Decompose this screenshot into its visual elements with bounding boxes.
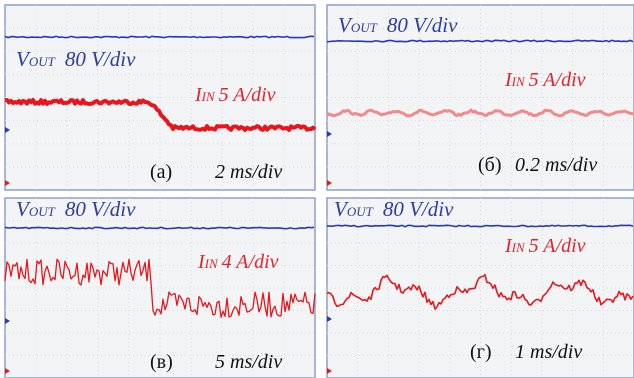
time-scale: 5 ms/div — [215, 351, 282, 373]
iin-subscript: IN — [204, 256, 219, 271]
vout-scale: 80 V/div — [65, 197, 136, 221]
iin-subscript: IN — [201, 89, 216, 104]
panel-label: (в) — [150, 351, 173, 373]
vout-subscript: OUT — [347, 204, 374, 219]
time-scale: 1 ms/div — [515, 341, 582, 363]
iin-subscript: IN — [511, 74, 526, 89]
panel-label: (а) — [150, 161, 172, 183]
iin-scale: 5 A/div — [529, 69, 586, 91]
iin-scale: 5 A/div — [529, 235, 586, 257]
iin-subscript: IN — [511, 240, 526, 255]
iin-scale: 5 A/div — [219, 84, 276, 106]
panel-label: (г) — [470, 341, 492, 363]
time-scale: 2 ms/div — [215, 161, 282, 183]
vout-scale: 80 V/div — [383, 197, 454, 221]
iin-scale: 4 A/div — [222, 251, 279, 273]
vout-subscript: OUT — [29, 54, 56, 69]
vout-subscript: OUT — [351, 20, 378, 35]
page: {"panels": [ {"label": "(а)", "time_scal… — [0, 0, 634, 378]
vout-scale: 80 V/div — [65, 47, 136, 71]
panel-label: (б) — [478, 154, 502, 176]
vout-scale: 80 V/div — [387, 13, 458, 37]
vout-trace — [5, 36, 314, 37]
vout-subscript: OUT — [29, 204, 56, 219]
figure: VOUT80 V/divIIN5 A/div(а)2 ms/divVOUT80 … — [0, 0, 634, 378]
vout-trace — [5, 227, 314, 228]
time-scale: 0.2 ms/div — [515, 154, 597, 176]
